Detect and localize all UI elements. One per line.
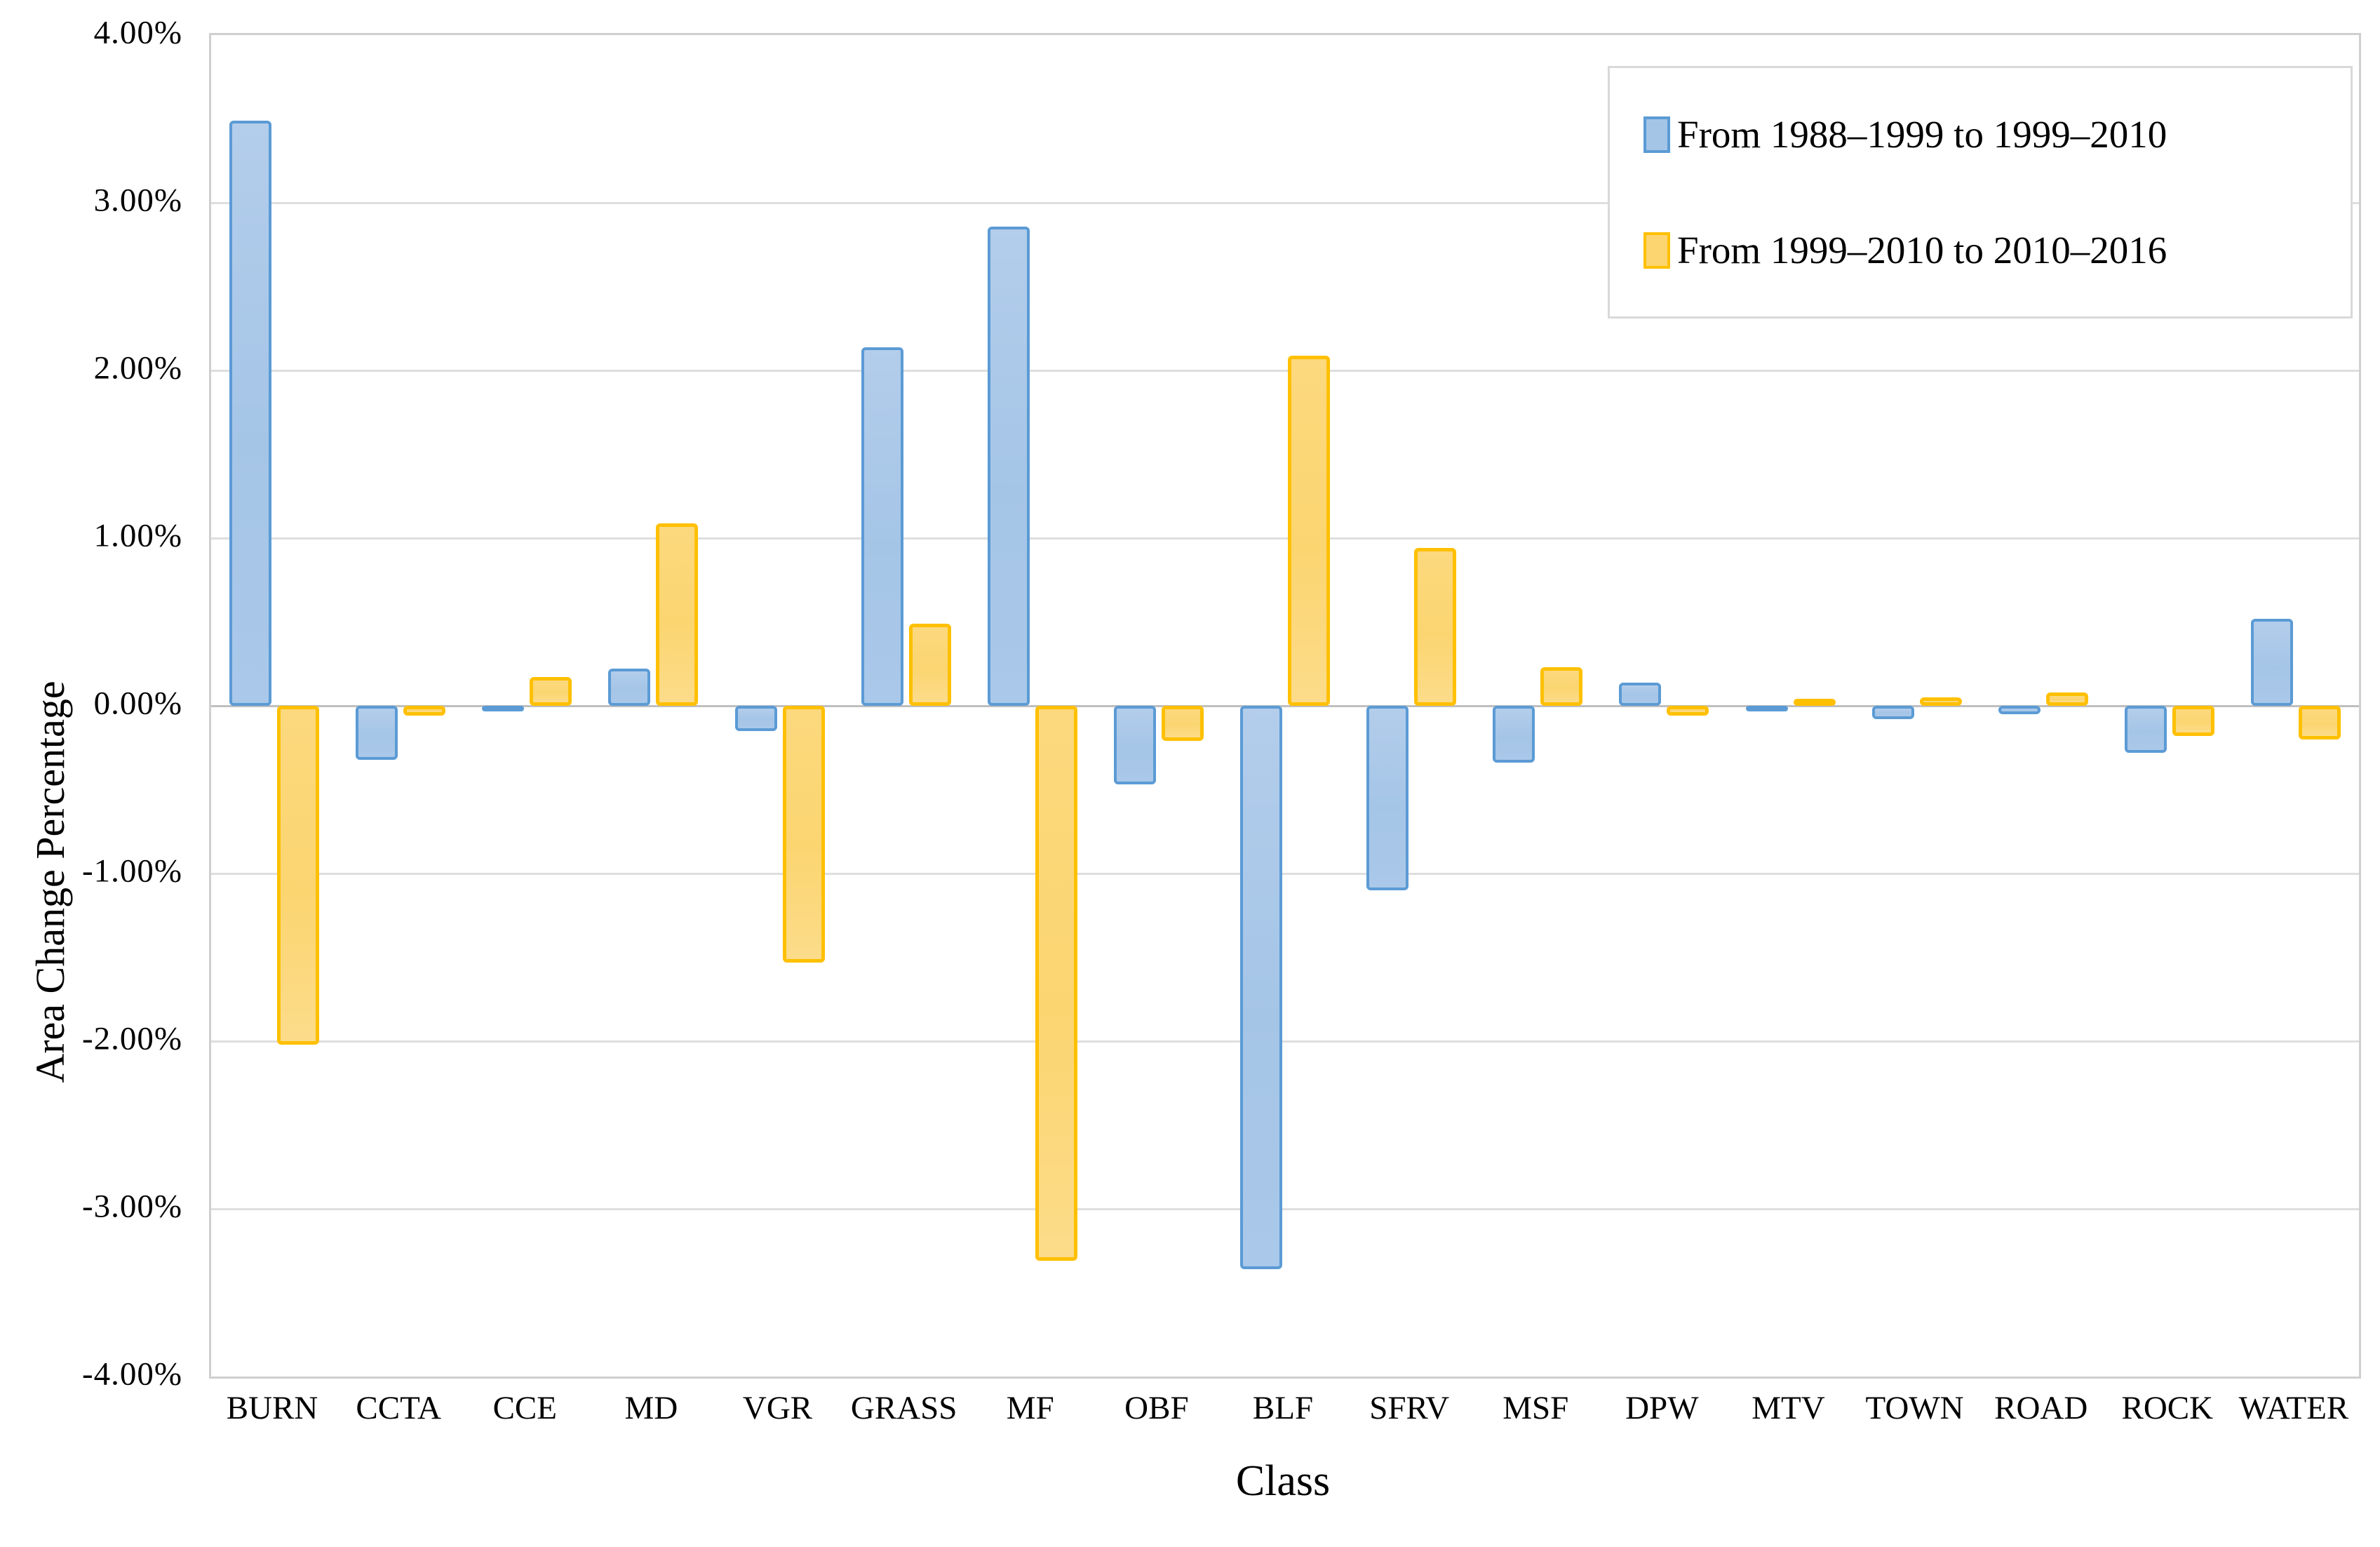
bar-road-series1 — [1998, 706, 2041, 714]
bar-msf-series1 — [1493, 706, 1535, 763]
x-category-label-blf: BLF — [1252, 1390, 1314, 1426]
x-category-label-ccta: CCTA — [356, 1390, 441, 1426]
bar-sfrv-series1 — [1366, 706, 1409, 890]
bar-burn-series2 — [277, 706, 320, 1045]
x-category-label-road: ROAD — [1994, 1390, 2088, 1426]
horizontal-gridline — [211, 872, 2359, 875]
y-tick-label: -4.00% — [81, 1355, 182, 1393]
bar-dpw-series1 — [1619, 682, 1662, 706]
x-category-label-cce: CCE — [492, 1390, 557, 1426]
bar-town-series2 — [1919, 697, 1962, 706]
bar-water-series2 — [2298, 706, 2341, 739]
bar-town-series1 — [1871, 706, 1914, 720]
bar-cce-series1 — [482, 706, 525, 711]
bar-mtv-series2 — [1793, 699, 1836, 706]
x-category-label-mtv: MTV — [1752, 1390, 1825, 1426]
zero-axis-line — [211, 704, 2359, 707]
bar-rock-series2 — [2172, 706, 2214, 736]
x-category-label-rock: ROCK — [2121, 1390, 2214, 1426]
bar-mf-series1 — [987, 226, 1030, 706]
bar-mf-series2 — [1035, 706, 1077, 1261]
x-category-label-md: MD — [624, 1390, 678, 1426]
horizontal-gridline — [211, 1040, 2359, 1043]
bar-obf-series1 — [1113, 706, 1156, 785]
bar-cce-series2 — [530, 677, 572, 706]
x-category-label-town: TOWN — [1865, 1390, 1964, 1426]
legend-swatch-icon — [1643, 116, 1670, 153]
x-category-label-msf: MSF — [1502, 1390, 1569, 1426]
x-category-label-burn: BURN — [226, 1390, 318, 1426]
y-tick-label: -1.00% — [81, 852, 182, 890]
bar-ccta-series1 — [356, 706, 398, 760]
bar-vgr-series1 — [734, 706, 777, 731]
bar-vgr-series2 — [782, 706, 825, 963]
bar-grass-series1 — [861, 347, 903, 706]
bar-msf-series2 — [1540, 667, 1583, 706]
legend-swatch-icon — [1643, 232, 1670, 269]
x-category-label-sfrv: SFRV — [1369, 1390, 1450, 1426]
bar-blf-series1 — [1240, 706, 1282, 1269]
x-category-label-mf: MF — [1006, 1390, 1054, 1426]
x-category-label-vgr: VGR — [742, 1390, 813, 1426]
horizontal-gridline — [211, 537, 2359, 540]
legend-label: From 1988–1999 to 1999–2010 — [1677, 113, 2167, 156]
bar-md-series1 — [608, 669, 651, 706]
bar-burn-series1 — [229, 120, 272, 706]
bar-grass-series2 — [908, 623, 951, 706]
y-tick-label: 4.00% — [93, 14, 182, 51]
x-category-label-obf: OBF — [1124, 1390, 1189, 1426]
bar-dpw-series2 — [1667, 706, 1709, 716]
bar-rock-series1 — [2124, 706, 2167, 753]
horizontal-gridline — [211, 369, 2359, 372]
legend-item-series1: From 1988–1999 to 1999–2010 — [1643, 115, 2351, 154]
x-category-label-water: WATER — [2238, 1390, 2349, 1426]
y-tick-label: -3.00% — [81, 1188, 182, 1225]
horizontal-gridline — [211, 1207, 2359, 1210]
y-tick-label: 3.00% — [93, 182, 182, 219]
y-tick-label: -2.00% — [81, 1020, 182, 1057]
bar-ccta-series2 — [403, 706, 446, 716]
legend-item-series2: From 1999–2010 to 2010–2016 — [1643, 231, 2351, 269]
bar-md-series2 — [656, 523, 699, 706]
y-tick-label: 0.00% — [93, 685, 182, 722]
legend: From 1988–1999 to 1999–2010 From 1999–201… — [1608, 66, 2353, 319]
y-tick-label: 2.00% — [93, 349, 182, 387]
bar-obf-series2 — [1161, 706, 1204, 742]
bar-road-series2 — [2045, 692, 2088, 706]
bar-mtv-series1 — [1745, 706, 1788, 711]
bar-sfrv-series2 — [1414, 548, 1457, 706]
bar-water-series1 — [2250, 618, 2293, 706]
x-axis-title: Class — [1235, 1457, 1331, 1505]
x-category-label-dpw: DPW — [1625, 1390, 1699, 1426]
y-tick-label: 1.00% — [93, 517, 182, 554]
horizontal-gridline — [211, 201, 2359, 204]
x-category-label-grass: GRASS — [850, 1390, 957, 1426]
legend-label: From 1999–2010 to 2010–2016 — [1677, 229, 2167, 272]
bar-blf-series2 — [1288, 355, 1330, 706]
